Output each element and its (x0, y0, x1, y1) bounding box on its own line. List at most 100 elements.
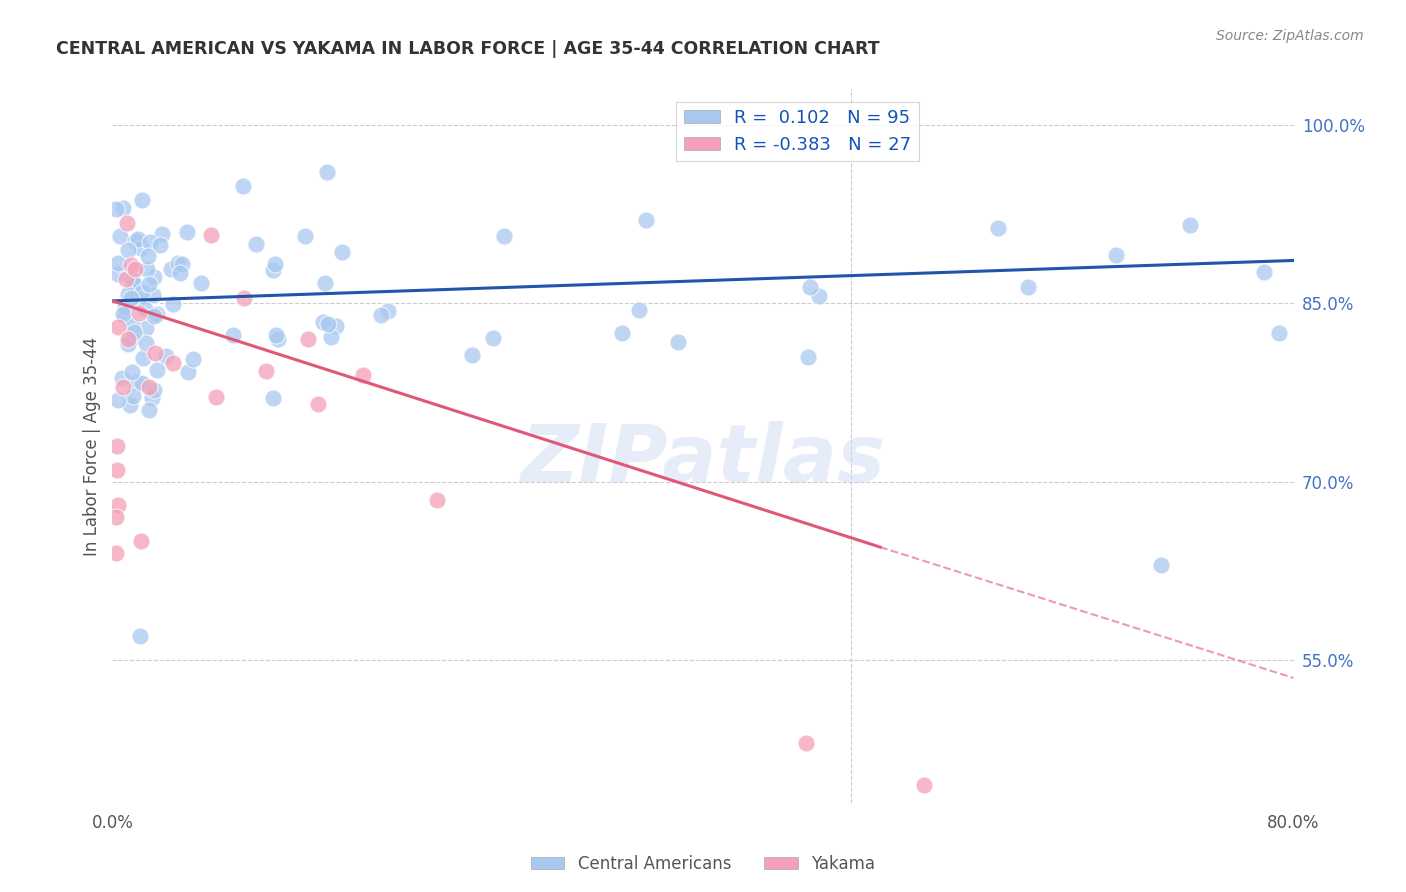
Point (122, 277, 145, 291)
Point (312, 315, 335, 329)
Point (105, 463, 128, 477)
Point (666, 334, 689, 349)
Point (1178, 218, 1201, 232)
Point (297, 332, 319, 346)
Point (125, 376, 148, 390)
Point (131, 376, 153, 391)
Text: Source: ZipAtlas.com: Source: ZipAtlas.com (1216, 29, 1364, 43)
Point (160, 261, 183, 276)
Point (200, 227, 222, 242)
Point (120, 273, 142, 287)
Point (1150, 558, 1173, 572)
Point (143, 345, 166, 359)
Point (114, 309, 136, 323)
Point (134, 301, 156, 316)
Point (145, 363, 167, 377)
Point (634, 213, 657, 227)
Point (370, 309, 392, 323)
Point (129, 242, 152, 256)
Point (492, 229, 515, 244)
Point (115, 272, 138, 286)
Point (628, 303, 651, 318)
Point (105, 546, 128, 560)
Point (799, 280, 821, 294)
Point (177, 365, 200, 379)
Text: CENTRAL AMERICAN VS YAKAMA IN LABOR FORCE | AGE 35-44 CORRELATION CHART: CENTRAL AMERICAN VS YAKAMA IN LABOR FORC… (56, 40, 880, 58)
Point (107, 267, 129, 281)
Point (330, 245, 353, 260)
Point (377, 303, 399, 318)
Point (107, 256, 129, 270)
Point (142, 287, 165, 301)
Legend: R =  0.102   N = 95, R = -0.383   N = 27: R = 0.102 N = 95, R = -0.383 N = 27 (676, 102, 918, 161)
Point (105, 439, 128, 453)
Point (111, 307, 134, 321)
Point (122, 325, 145, 339)
Point (136, 249, 159, 263)
Point (264, 328, 287, 343)
Point (107, 392, 129, 407)
Point (112, 201, 135, 215)
Point (117, 243, 139, 257)
Point (294, 228, 316, 243)
Point (142, 309, 165, 323)
Point (172, 257, 194, 271)
Point (169, 266, 191, 280)
Point (121, 272, 143, 286)
Point (316, 317, 339, 331)
Point (262, 391, 284, 405)
Point (150, 227, 173, 241)
Point (136, 261, 159, 276)
Point (232, 292, 254, 306)
Point (352, 368, 374, 382)
Point (149, 238, 172, 252)
Point (325, 319, 347, 334)
Point (114, 301, 136, 315)
Point (221, 327, 243, 342)
Point (460, 348, 482, 362)
Point (183, 351, 205, 366)
Point (264, 257, 287, 271)
Point (482, 331, 505, 345)
Point (138, 380, 160, 394)
Point (1268, 326, 1291, 340)
Point (135, 320, 157, 334)
Point (124, 262, 146, 277)
Point (121, 365, 143, 379)
Point (307, 397, 329, 411)
Point (797, 350, 820, 364)
Point (176, 225, 198, 239)
Point (155, 350, 177, 364)
Point (796, 736, 818, 750)
Point (808, 289, 831, 303)
Point (1105, 248, 1128, 262)
Point (129, 533, 152, 548)
Point (131, 194, 153, 208)
Text: ZIPatlas: ZIPatlas (520, 421, 886, 500)
Point (162, 356, 184, 370)
Point (117, 337, 139, 351)
Point (117, 332, 139, 346)
Point (138, 277, 160, 291)
Point (121, 330, 143, 344)
Point (121, 318, 143, 333)
Point (143, 383, 166, 397)
Point (1017, 279, 1039, 293)
Point (267, 332, 290, 346)
Point (105, 510, 128, 524)
Point (135, 335, 157, 350)
Point (112, 379, 135, 393)
Point (108, 229, 131, 244)
Legend: Central Americans, Yakama: Central Americans, Yakama (524, 848, 882, 880)
Point (232, 179, 254, 194)
Point (117, 216, 139, 230)
Point (204, 390, 226, 404)
Point (1253, 265, 1275, 279)
Point (120, 398, 142, 412)
Point (128, 306, 150, 320)
Point (314, 277, 336, 291)
Point (107, 320, 129, 334)
Point (143, 270, 166, 285)
Point (987, 221, 1010, 235)
Point (190, 277, 212, 291)
